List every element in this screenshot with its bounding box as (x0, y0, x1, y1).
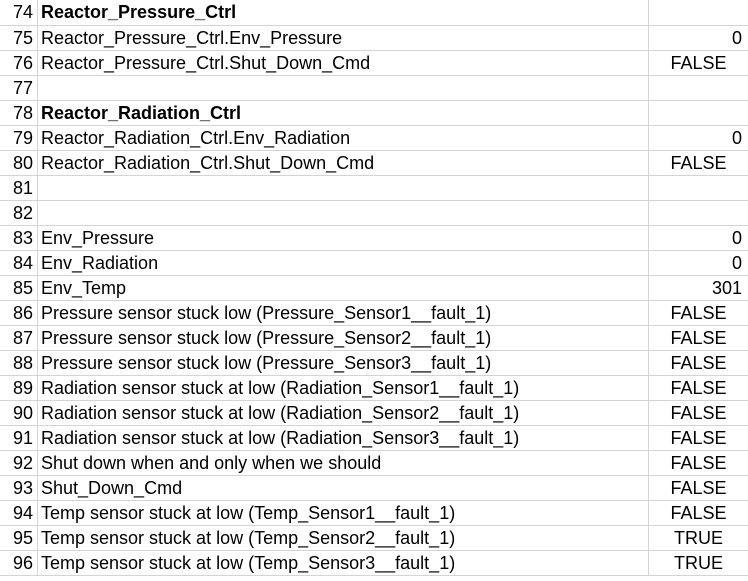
cell-label[interactable]: Pressure sensor stuck low (Pressure_Sens… (38, 326, 649, 350)
row-header[interactable]: 81 (0, 176, 38, 200)
cell-label[interactable] (38, 176, 649, 200)
cell-label[interactable]: Reactor_Radiation_Ctrl (38, 101, 649, 125)
row-header[interactable]: 80 (0, 151, 38, 175)
table-row: 91 Radiation sensor stuck at low (Radiati… (0, 426, 748, 451)
row-header[interactable]: 90 (0, 401, 38, 425)
table-row: 95 Temp sensor stuck at low (Temp_Sensor2… (0, 526, 748, 551)
cell-value[interactable]: FALSE (670, 428, 727, 448)
table-row: 76 Reactor_Pressure_Ctrl.Shut_Down_Cmd FAL… (0, 51, 748, 76)
table-row: 85 Env_Temp 301 (0, 276, 748, 301)
table-row: 74 Reactor_Pressure_Ctrl (0, 0, 748, 26)
table-row: 75 Reactor_Pressure_Ctrl.Env_Pressure 0 (0, 26, 748, 51)
row-header[interactable]: 96 (0, 551, 38, 575)
table-row: 82 (0, 201, 748, 226)
table-row: 78 Reactor_Radiation_Ctrl (0, 101, 748, 126)
cell-value[interactable]: FALSE (670, 503, 727, 523)
row-header[interactable]: 75 (0, 26, 38, 50)
cell-value[interactable]: FALSE (670, 478, 727, 498)
row-header[interactable]: 74 (0, 0, 38, 25)
table-row: 81 (0, 176, 748, 201)
table-row: 79 Reactor_Radiation_Ctrl.Env_Radiation 0 (0, 126, 748, 151)
table-row: 84 Env_Radiation 0 (0, 251, 748, 276)
cell-value[interactable] (649, 101, 748, 125)
cell-value[interactable] (649, 0, 748, 25)
cell-value[interactable] (649, 176, 748, 200)
cell-label[interactable]: Reactor_Pressure_Ctrl.Env_Pressure (38, 26, 649, 50)
cell-value[interactable]: FALSE (670, 303, 727, 323)
cell-label[interactable]: Radiation sensor stuck at low (Radiation… (38, 426, 649, 450)
row-header[interactable]: 78 (0, 101, 38, 125)
table-row: 80 Reactor_Radiation_Ctrl.Shut_Down_Cmd FA… (0, 151, 748, 176)
table-row: 86 Pressure sensor stuck low (Pressure_Se… (0, 301, 748, 326)
cell-label[interactable]: Reactor_Radiation_Ctrl.Env_Radiation (38, 126, 649, 150)
cell-label[interactable]: Env_Pressure (38, 226, 649, 250)
cell-label[interactable]: Shut_Down_Cmd (38, 476, 649, 500)
cell-value[interactable]: FALSE (670, 328, 727, 348)
cell-label[interactable]: Temp sensor stuck at low (Temp_Sensor1__… (38, 501, 649, 525)
cell-label[interactable]: Shut down when and only when we should (38, 451, 649, 475)
row-header[interactable]: 85 (0, 276, 38, 300)
cell-value[interactable] (649, 201, 748, 225)
cell-label[interactable]: Temp sensor stuck at low (Temp_Sensor3__… (38, 551, 649, 575)
cell-label[interactable]: Radiation sensor stuck at low (Radiation… (38, 401, 649, 425)
cell-label[interactable] (38, 201, 649, 225)
row-header[interactable]: 79 (0, 126, 38, 150)
row-header[interactable]: 76 (0, 51, 38, 75)
cell-label[interactable]: Reactor_Radiation_Ctrl.Shut_Down_Cmd (38, 151, 649, 175)
row-header[interactable]: 84 (0, 251, 38, 275)
table-row: 94 Temp sensor stuck at low (Temp_Sensor1… (0, 501, 748, 526)
cell-value[interactable]: TRUE (674, 528, 723, 548)
cell-value[interactable]: FALSE (670, 403, 727, 423)
cell-value[interactable]: FALSE (670, 378, 727, 398)
row-header[interactable]: 77 (0, 76, 38, 100)
row-header[interactable]: 93 (0, 476, 38, 500)
cell-value[interactable]: FALSE (670, 153, 727, 173)
row-header[interactable]: 94 (0, 501, 38, 525)
row-header[interactable]: 87 (0, 326, 38, 350)
cell-value[interactable]: FALSE (670, 453, 727, 473)
table-row: 92 Shut down when and only when we should… (0, 451, 748, 476)
cell-label[interactable]: Radiation sensor stuck at low (Radiation… (38, 376, 649, 400)
row-header[interactable]: 83 (0, 226, 38, 250)
cell-value[interactable]: FALSE (670, 353, 727, 373)
cell-value[interactable]: 0 (731, 253, 742, 273)
cell-label[interactable] (38, 76, 649, 100)
cell-value[interactable]: TRUE (674, 553, 723, 573)
cell-value[interactable]: FALSE (670, 53, 727, 73)
table-row: 89 Radiation sensor stuck at low (Radiati… (0, 376, 748, 401)
row-header[interactable]: 92 (0, 451, 38, 475)
cell-label[interactable]: Temp sensor stuck at low (Temp_Sensor2__… (38, 526, 649, 550)
table-row: 93 Shut_Down_Cmd FALSE (0, 476, 748, 501)
row-header[interactable]: 82 (0, 201, 38, 225)
cell-value[interactable] (649, 76, 748, 100)
cell-label[interactable]: Pressure sensor stuck low (Pressure_Sens… (38, 301, 649, 325)
row-header[interactable]: 86 (0, 301, 38, 325)
cell-value[interactable]: 301 (711, 278, 742, 298)
table-row: 87 Pressure sensor stuck low (Pressure_Se… (0, 326, 748, 351)
cell-label[interactable]: Env_Radiation (38, 251, 649, 275)
row-header[interactable]: 95 (0, 526, 38, 550)
row-header[interactable]: 89 (0, 376, 38, 400)
cell-value[interactable]: 0 (731, 228, 742, 248)
cell-value[interactable]: 0 (731, 28, 742, 48)
cell-label[interactable]: Pressure sensor stuck low (Pressure_Sens… (38, 351, 649, 375)
row-header[interactable]: 91 (0, 426, 38, 450)
table-row: 96 Temp sensor stuck at low (Temp_Sensor3… (0, 551, 748, 576)
cell-label[interactable]: Reactor_Pressure_Ctrl.Shut_Down_Cmd (38, 51, 649, 75)
table-row: 88 Pressure sensor stuck low (Pressure_Se… (0, 351, 748, 376)
table-row: 77 (0, 76, 748, 101)
table-row: 90 Radiation sensor stuck at low (Radiati… (0, 401, 748, 426)
cell-label[interactable]: Reactor_Pressure_Ctrl (38, 0, 649, 25)
row-header[interactable]: 88 (0, 351, 38, 375)
cell-value[interactable]: 0 (731, 128, 742, 148)
table-row: 83 Env_Pressure 0 (0, 226, 748, 251)
cell-label[interactable]: Env_Temp (38, 276, 649, 300)
